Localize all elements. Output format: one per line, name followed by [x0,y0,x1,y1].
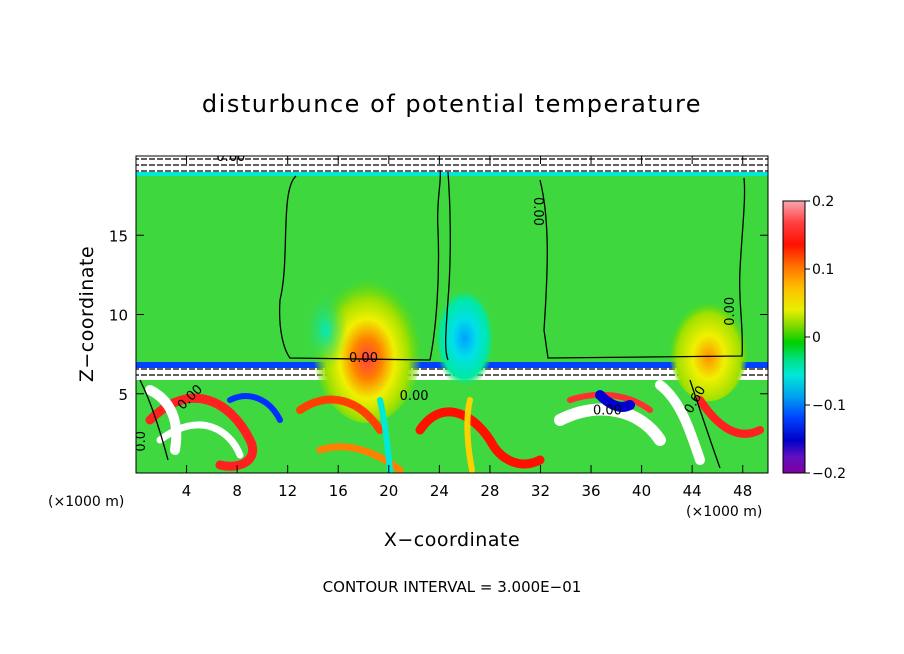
contour-interval-note: CONTOUR INTERVAL = 3.000E−01 [323,578,582,596]
x-tick-label: 44 [683,482,702,500]
colorbar-tick-label: 0.2 [812,194,834,210]
contour-label: 0.60 [216,150,245,165]
y-tick-label: 10 [109,307,128,325]
turbulence-streak [415,407,545,469]
turbulence-streak [567,391,653,413]
contour-label: 0.00 [593,403,622,418]
plot-area: 0.600.000.000.000.000.00 0.600.000.0 [134,150,768,473]
upper-dashed-contours [136,156,768,174]
contour-label: 0.00 [530,197,545,226]
x-tick-label: 16 [329,482,348,500]
x-axis-label: X−coordinate [384,529,520,551]
zero-contours [139,169,746,469]
chart-title: disturbunce of potential temperature [202,90,702,118]
contour-label: 0.00 [349,351,378,366]
colorbar [782,200,806,474]
colorbar-ticks: 0.2 0.1 0 −0.1 −0.2 [805,194,846,482]
contour-label: 0.0 [134,431,149,452]
x-tick-label: 20 [379,482,398,500]
contour-label: 0.00 [723,297,738,326]
x-tick-label: 12 [278,482,297,500]
turbulence-streak [145,393,258,471]
anomaly-layer [303,263,749,424]
x-tick-label: 28 [480,482,499,500]
upper-cyan-band [136,172,768,176]
x-tick-label: 8 [232,482,242,500]
turbulence-streak [296,395,384,434]
x-tick-label: 48 [733,482,752,500]
turbulence-streak [696,396,764,438]
colorbar-tick-label: −0.2 [812,466,846,482]
turbulence-streak [464,397,475,473]
x-unit-left: (×1000 m) [48,494,124,510]
x-unit-right: (×1000 m) [686,504,762,520]
turbulence-streak [655,380,705,465]
y-tick-label: 15 [109,227,128,245]
x-tick-label: 32 [531,482,550,500]
x-tick-label: 4 [182,482,192,500]
y-tick-label: 5 [118,386,128,404]
turbulence-streak [377,397,393,473]
warm-anomaly [668,291,749,402]
turbulence-streak [595,390,635,412]
x-tick-label: 40 [632,482,651,500]
turbulence-streak [145,385,182,455]
turbulence-streak [316,443,404,473]
turbulence-streak [227,393,283,423]
cool-anomaly [303,290,348,371]
x-tick-label: 36 [581,482,600,500]
x-tick-label: 24 [430,482,449,500]
cool-anomaly [434,288,495,389]
turbulent-streaks [145,380,764,473]
y-axis: 5 10 15 [109,227,768,404]
colorbar-tick-label: −0.1 [812,398,846,414]
colorbar-tick-label: 0 [812,330,821,346]
colorbar-tick-label: 0.1 [812,262,834,278]
y-axis-label: Z−coordinate [76,246,98,382]
x-axis: 4 8 12 16 20 24 28 32 36 40 44 48 [182,156,752,500]
contour-label: 0.00 [400,389,429,404]
